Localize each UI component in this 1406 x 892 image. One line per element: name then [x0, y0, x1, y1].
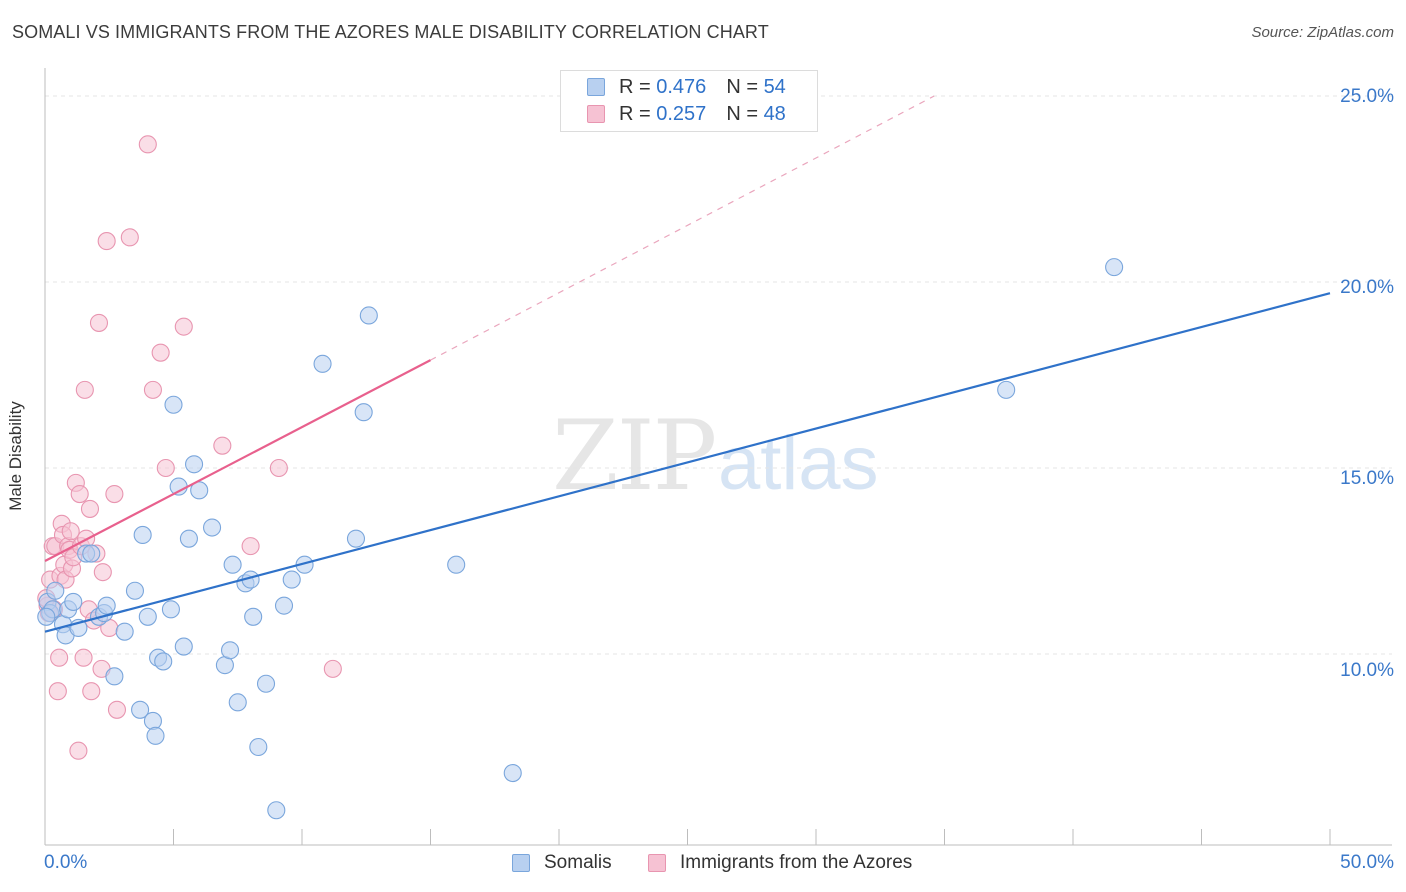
azores-point-30	[89, 313, 109, 332]
somalis-point-38	[244, 607, 263, 626]
azores-trend-extension	[430, 95, 935, 361]
somalis-point-43	[282, 570, 301, 589]
somalis-point-34	[223, 555, 242, 574]
somalis-point-14	[105, 667, 124, 686]
azores-point-38	[138, 135, 157, 154]
somalis-point-47	[354, 403, 373, 422]
azores-point-23	[75, 380, 94, 399]
azores-point-26	[80, 499, 100, 518]
n-label: N =	[726, 75, 758, 98]
n-value: 48	[763, 102, 786, 125]
somalis-point-33	[220, 641, 240, 660]
r-label: R =	[619, 102, 651, 125]
series-legend: Somalis Immigrants from the Azores	[0, 850, 1406, 878]
azores-point-32	[93, 563, 112, 582]
somalis-point-42	[274, 596, 294, 615]
stats-legend-row-azores: R = 0.257 N = 48	[587, 101, 786, 127]
somalis-point-3	[46, 581, 65, 600]
y-tick-label-20: 20.0%	[1340, 277, 1394, 298]
y-tick-label-25: 25.0%	[1340, 86, 1394, 107]
somalis-point-53	[37, 607, 56, 626]
somalis-point-24	[161, 600, 180, 619]
x-tick-label-min: 0.0%	[44, 852, 88, 873]
legend-item-somalis[interactable]: Somalis	[512, 852, 612, 874]
somalis-legend-swatch	[512, 854, 530, 872]
somalis-point-16	[125, 581, 144, 600]
somalis-point-35	[228, 693, 247, 712]
n-value: 54	[763, 75, 786, 98]
watermark-atlas: atlas	[718, 421, 879, 506]
chart-title: SOMALI VS IMMIGRANTS FROM THE AZORES MAL…	[12, 22, 769, 42]
somalis-point-10	[82, 544, 101, 563]
azores-point-7	[50, 648, 69, 667]
somalis-point-13	[97, 596, 116, 615]
somalis-point-39	[249, 737, 268, 757]
azores-point-42	[174, 317, 193, 336]
azores-point-40	[151, 343, 170, 362]
azores-point-44	[241, 537, 260, 556]
somalis-point-52	[1105, 258, 1124, 277]
y-tick-label-10: 10.0%	[1340, 660, 1394, 681]
somalis-point-45	[313, 354, 332, 373]
somalis-point-25	[164, 395, 183, 414]
y-tick-label-15: 15.0%	[1340, 468, 1394, 489]
azores-point-19	[69, 741, 88, 760]
somalis-point-40	[256, 674, 276, 693]
somalis-point-48	[359, 306, 378, 325]
somalis-point-49	[447, 555, 466, 574]
azores-point-27	[82, 682, 101, 701]
r-value: 0.257	[656, 102, 707, 125]
somalis-point-17	[131, 700, 150, 719]
somalis-point-31	[203, 518, 222, 537]
legend-label-azores: Immigrants from the Azores	[680, 852, 913, 873]
watermark-zip: ZIP	[552, 400, 717, 512]
azores-point-15	[61, 522, 80, 541]
somalis-point-41	[267, 801, 286, 820]
azores-point-6	[48, 682, 67, 701]
n-label: N =	[726, 102, 758, 125]
somalis-point-28	[179, 529, 198, 548]
azores-point-37	[120, 228, 139, 247]
stats-legend-row-somalis: R = 0.476 N = 54	[587, 74, 786, 100]
legend-item-azores[interactable]: Immigrants from the Azores	[648, 852, 912, 874]
somalis-point-23	[154, 652, 173, 671]
somalis-trend-line	[44, 292, 1331, 633]
azores-point-35	[105, 484, 124, 504]
azores-point-41	[156, 458, 175, 478]
azores-point-20	[70, 484, 89, 504]
azores-point-33	[97, 232, 116, 251]
somalis-point-21	[146, 726, 165, 745]
somalis-point-46	[346, 529, 366, 548]
azores-point-36	[107, 700, 127, 719]
somalis-point-19	[138, 607, 157, 626]
somalis-point-29	[185, 455, 204, 474]
azores-legend-swatch	[648, 854, 666, 872]
somalis-point-51	[997, 380, 1016, 399]
azores-trend-line	[44, 359, 432, 562]
r-label: R =	[619, 75, 651, 98]
azores-point-46	[323, 659, 342, 678]
source-label: Source: ZipAtlas.com	[1251, 24, 1394, 41]
azores-point-45	[269, 458, 288, 478]
azores-point-22	[74, 648, 93, 667]
azores-swatch	[587, 105, 605, 123]
somalis-point-15	[115, 622, 134, 641]
somalis-point-20	[143, 711, 162, 731]
stats-legend: R = 0.476 N = 54 R = 0.257 N = 48	[560, 70, 818, 132]
r-value: 0.476	[656, 75, 707, 98]
legend-label-somalis: Somalis	[544, 852, 612, 873]
y-axis-label: Male Disability	[6, 401, 25, 511]
somalis-point-18	[133, 525, 152, 545]
x-tick-label-max: 50.0%	[1340, 852, 1394, 873]
azores-point-43	[213, 436, 232, 455]
somalis-point-7	[64, 592, 83, 611]
somalis-swatch	[587, 78, 605, 96]
somalis-point-27	[174, 637, 193, 656]
somalis-point-50	[503, 763, 522, 783]
azores-point-39	[143, 380, 162, 399]
